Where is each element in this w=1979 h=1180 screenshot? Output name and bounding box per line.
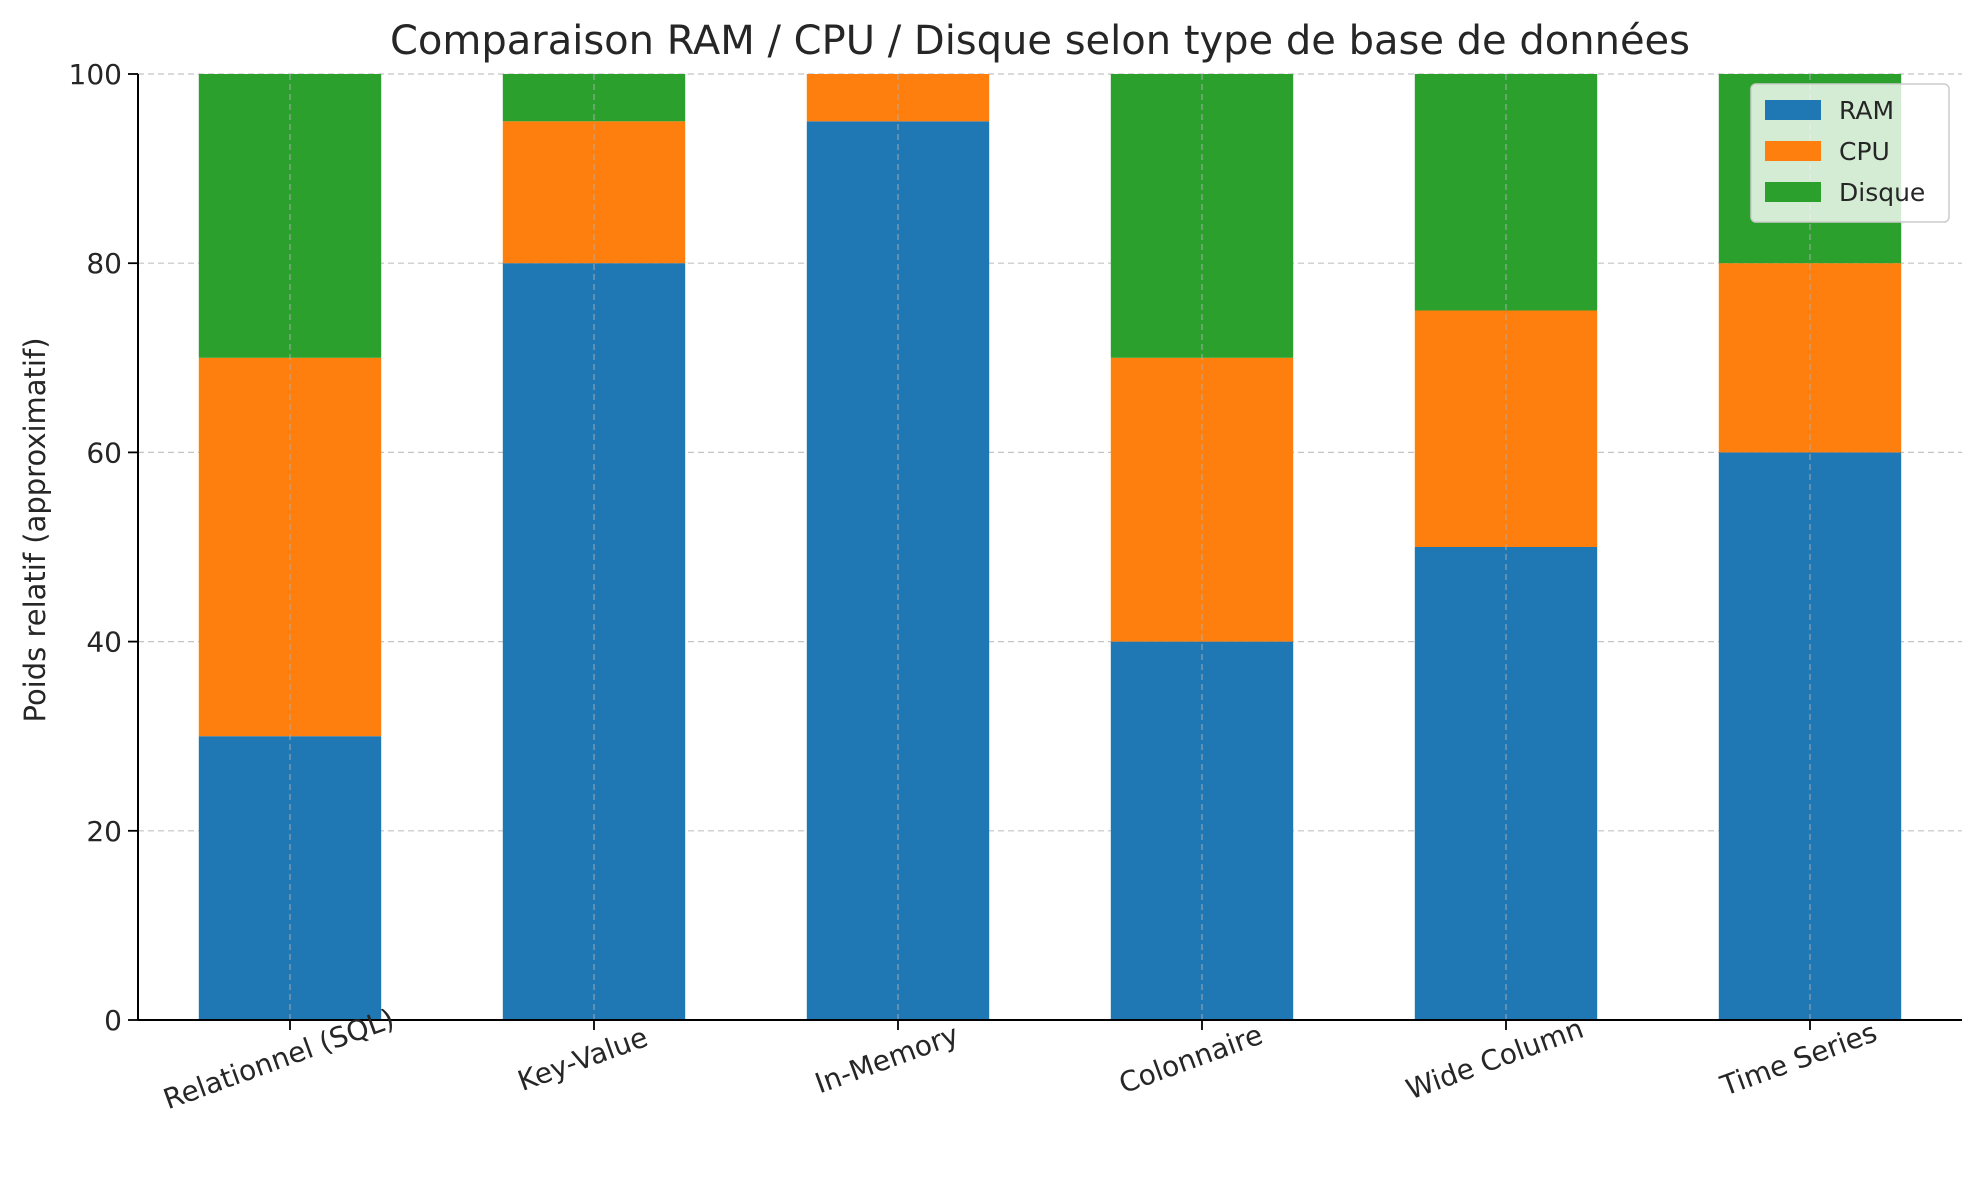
legend: RAM CPU Disque	[1750, 83, 1950, 223]
legend-swatch-cpu	[1765, 141, 1821, 161]
legend-label-disque: Disque	[1839, 178, 1925, 207]
x-tick-label: Time Series	[1715, 1016, 1881, 1103]
bar-segment-ram	[806, 121, 990, 1021]
y-tick-label: 20	[86, 815, 122, 848]
y-tick-label: 0	[104, 1004, 122, 1037]
y-tick-labels: 0 20 40 60 80 100	[69, 58, 122, 1037]
y-tick-label: 60	[86, 436, 122, 469]
bar-segment-disque	[1414, 74, 1598, 311]
y-axis-label: Poids relatif (approximatif)	[18, 337, 52, 722]
legend-swatch-disque	[1765, 182, 1821, 202]
y-tick-label: 80	[86, 247, 122, 280]
x-tick-label: In-Memory	[811, 1018, 963, 1100]
bars	[198, 74, 1902, 1021]
chart-title: Comparaison RAM / CPU / Disque selon typ…	[390, 18, 1690, 64]
bar-segment-cpu	[502, 121, 686, 264]
legend-label-cpu: CPU	[1839, 137, 1890, 166]
axes	[128, 73, 1962, 1030]
legend-label-ram: RAM	[1839, 96, 1894, 125]
grid-lines	[138, 73, 1962, 832]
x-tick-label: Wide Column	[1402, 1012, 1588, 1107]
y-tick-label: 100	[69, 58, 122, 91]
x-tick-label: Key-Value	[513, 1020, 652, 1097]
vertical-grid-lines	[289, 74, 1811, 1020]
y-tick-label: 40	[86, 626, 122, 659]
legend-swatch-ram	[1765, 100, 1821, 120]
x-tick-label: Colonnaire	[1115, 1018, 1267, 1100]
